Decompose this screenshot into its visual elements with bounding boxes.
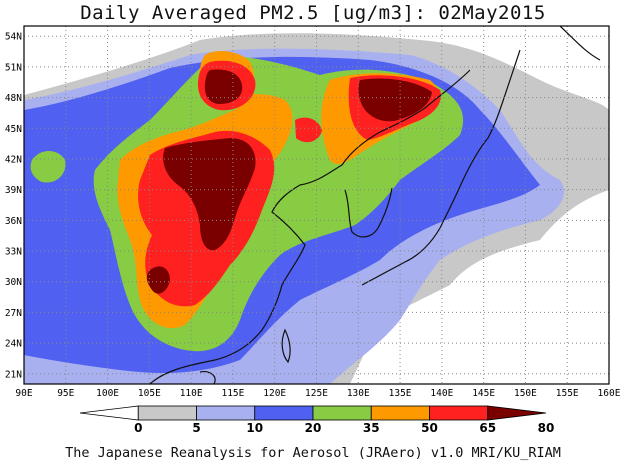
taiwan-coast <box>281 328 291 364</box>
lon-tick-label: 95E <box>57 388 74 399</box>
colorbar-label: 50 <box>421 421 438 435</box>
longitude-tick-labels: 90E 95E 100E 105E 110E 115E 120E 125E 130E 135E 14… <box>15 388 620 399</box>
colorbar-label: 35 <box>363 421 380 435</box>
colorbar-label: 80 <box>538 421 555 435</box>
lat-tick-label: 36N <box>5 216 22 227</box>
lat-tick-label: 45N <box>5 124 22 135</box>
grid-lines <box>24 26 609 384</box>
japan-coast <box>361 49 521 286</box>
colorbar-label: 0 <box>134 421 142 435</box>
plot-frame <box>23 25 610 385</box>
lat-tick-label: 39N <box>5 185 22 196</box>
lon-tick-label: 110E <box>180 388 203 399</box>
lon-tick-label: 150E <box>514 388 537 399</box>
lon-tick-label: 155E <box>556 388 579 399</box>
lon-tick-label: 125E <box>305 388 328 399</box>
lon-tick-label: 120E <box>263 388 286 399</box>
latitude-tick-labels: 21N 24N 27N 30N 33N 36N 39N 42N 45N 48N 51N 54N <box>5 32 22 381</box>
lat-tick-label: 51N <box>5 62 22 73</box>
lon-tick-label: 135E <box>389 388 412 399</box>
colorbar-segment <box>487 405 547 421</box>
lon-tick-label: 100E <box>96 388 119 399</box>
contour-above-80 <box>146 69 432 294</box>
lon-tick-label: 130E <box>347 388 370 399</box>
lon-tick-label: 160E <box>598 388 621 399</box>
lat-tick-label: 24N <box>5 339 22 350</box>
footer-credit: The Japanese Reanalysis for Aerosol (JRA… <box>65 445 561 461</box>
lat-tick-label: 27N <box>5 308 22 319</box>
colorbar-segment <box>196 405 256 421</box>
colorbar-segment <box>429 405 489 421</box>
colorbar-segment <box>137 405 197 421</box>
lon-tick-label: 105E <box>138 388 161 399</box>
colorbar: 0 5 10 20 35 50 65 80 <box>79 405 555 435</box>
colorbar-segment <box>312 405 372 421</box>
colorbar-segment <box>254 405 314 421</box>
lat-tick-label: 21N <box>5 369 22 380</box>
lat-tick-label: 33N <box>5 247 22 258</box>
lon-tick-label: 115E <box>221 388 244 399</box>
lat-tick-label: 42N <box>5 154 22 165</box>
lat-tick-label: 48N <box>5 93 22 104</box>
korea-coast <box>344 187 393 238</box>
colorbar-segment <box>370 405 430 421</box>
lat-tick-label: 54N <box>5 32 22 43</box>
colorbar-segment <box>79 405 139 421</box>
lon-tick-label: 145E <box>472 388 495 399</box>
colorbar-label: 10 <box>246 421 263 435</box>
coastlines <box>149 26 601 384</box>
colorbar-label: 5 <box>192 421 200 435</box>
kamchatka-coast <box>559 26 601 61</box>
lat-tick-label: 30N <box>5 277 22 288</box>
map-title: Daily Averaged PM2.5 [ug/m3]: 02May2015 <box>80 2 546 24</box>
colorbar-label: 65 <box>479 421 496 435</box>
lon-tick-label: 90E <box>15 388 32 399</box>
lon-tick-label: 140E <box>430 388 453 399</box>
colorbar-label: 20 <box>305 421 322 435</box>
china-coast <box>149 69 471 384</box>
